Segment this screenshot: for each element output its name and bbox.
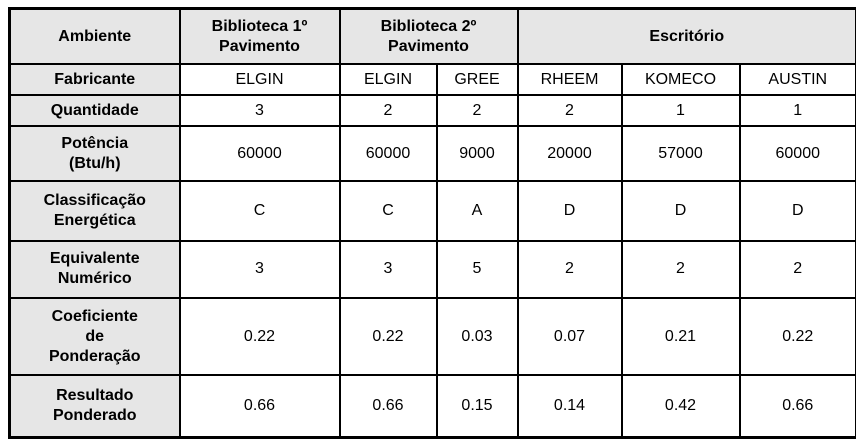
cell-classificacao-6: D (738, 180, 856, 243)
cell-quantidade-2: 2 (338, 94, 438, 128)
cell-quantidade-4: 2 (516, 94, 623, 128)
cell-resultado-6: 0.66 (738, 374, 856, 439)
cell-quantidade-6: 1 (738, 94, 856, 128)
cell-coeficiente-3: 0.03 (435, 296, 519, 377)
cell-classificacao-5: D (620, 180, 741, 243)
cell-potencia-3: 9000 (435, 125, 519, 183)
cell-equivalente-5: 2 (620, 240, 741, 299)
cell-fabricante-3: GREE (435, 63, 519, 97)
table-row-potencia: Potência (Btu/h) 60000 60000 9000 20000 … (8, 125, 856, 183)
table-row-resultado: Resultado Ponderado 0.66 0.66 0.15 0.14 … (8, 374, 856, 439)
cell-coeficiente-2: 0.22 (338, 296, 438, 377)
cell-equivalente-2: 3 (338, 240, 438, 299)
row-label-quantidade: Quantidade (8, 94, 181, 128)
cell-fabricante-2: ELGIN (338, 63, 438, 97)
group-header-biblioteca-2: Biblioteca 2º Pavimento (338, 7, 519, 66)
cell-fabricante-6: AUSTIN (738, 63, 856, 97)
row-label-classificacao: Classificação Energética (8, 180, 181, 243)
table-row-quantidade: Quantidade 3 2 2 2 1 1 (8, 94, 856, 128)
cell-coeficiente-1: 0.22 (178, 296, 341, 377)
cell-potencia-4: 20000 (516, 125, 623, 183)
cell-fabricante-4: RHEEM (516, 63, 623, 97)
cell-resultado-5: 0.42 (620, 374, 741, 439)
cell-potencia-2: 60000 (338, 125, 438, 183)
row-label-potencia: Potência (Btu/h) (8, 125, 181, 183)
cell-classificacao-3: A (435, 180, 519, 243)
cell-fabricante-5: KOMECO (620, 63, 741, 97)
row-label-fabricante: Fabricante (8, 63, 181, 97)
cell-potencia-1: 60000 (178, 125, 341, 183)
cell-classificacao-1: C (178, 180, 341, 243)
cell-resultado-4: 0.14 (516, 374, 623, 439)
cell-equivalente-6: 2 (738, 240, 856, 299)
cell-quantidade-5: 1 (620, 94, 741, 128)
group-header-biblioteca-1: Biblioteca 1º Pavimento (178, 7, 341, 66)
cell-coeficiente-4: 0.07 (516, 296, 623, 377)
cell-potencia-5: 57000 (620, 125, 741, 183)
cell-coeficiente-6: 0.22 (738, 296, 856, 377)
cell-equivalente-1: 3 (178, 240, 341, 299)
cell-classificacao-4: D (516, 180, 623, 243)
group-header-escritorio: Escritório (516, 7, 856, 66)
cell-resultado-1: 0.66 (178, 374, 341, 439)
equipment-table: Ambiente Biblioteca 1º Pavimento Bibliot… (8, 7, 856, 439)
cell-classificacao-2: C (338, 180, 438, 243)
cell-resultado-3: 0.15 (435, 374, 519, 439)
cell-quantidade-3: 2 (435, 94, 519, 128)
cell-resultado-2: 0.66 (338, 374, 438, 439)
table-row-equivalente: Equivalente Numérico 3 3 5 2 2 2 (8, 240, 856, 299)
row-label-coeficiente: Coeficiente de Ponderação (8, 296, 181, 377)
cell-potencia-6: 60000 (738, 125, 856, 183)
cell-quantidade-1: 3 (178, 94, 341, 128)
cell-equivalente-3: 5 (435, 240, 519, 299)
table-row-fabricante: Fabricante ELGIN ELGIN GREE RHEEM KOMECO… (8, 63, 856, 97)
row-label-resultado: Resultado Ponderado (8, 374, 181, 439)
cell-coeficiente-5: 0.21 (620, 296, 741, 377)
corner-header-ambiente: Ambiente (8, 7, 181, 66)
row-label-equivalente: Equivalente Numérico (8, 240, 181, 299)
table-row-classificacao: Classificação Energética C C A D D D (8, 180, 856, 243)
table-header-row: Ambiente Biblioteca 1º Pavimento Bibliot… (8, 7, 856, 66)
table-row-coeficiente: Coeficiente de Ponderação 0.22 0.22 0.03… (8, 296, 856, 377)
cell-fabricante-1: ELGIN (178, 63, 341, 97)
cell-equivalente-4: 2 (516, 240, 623, 299)
